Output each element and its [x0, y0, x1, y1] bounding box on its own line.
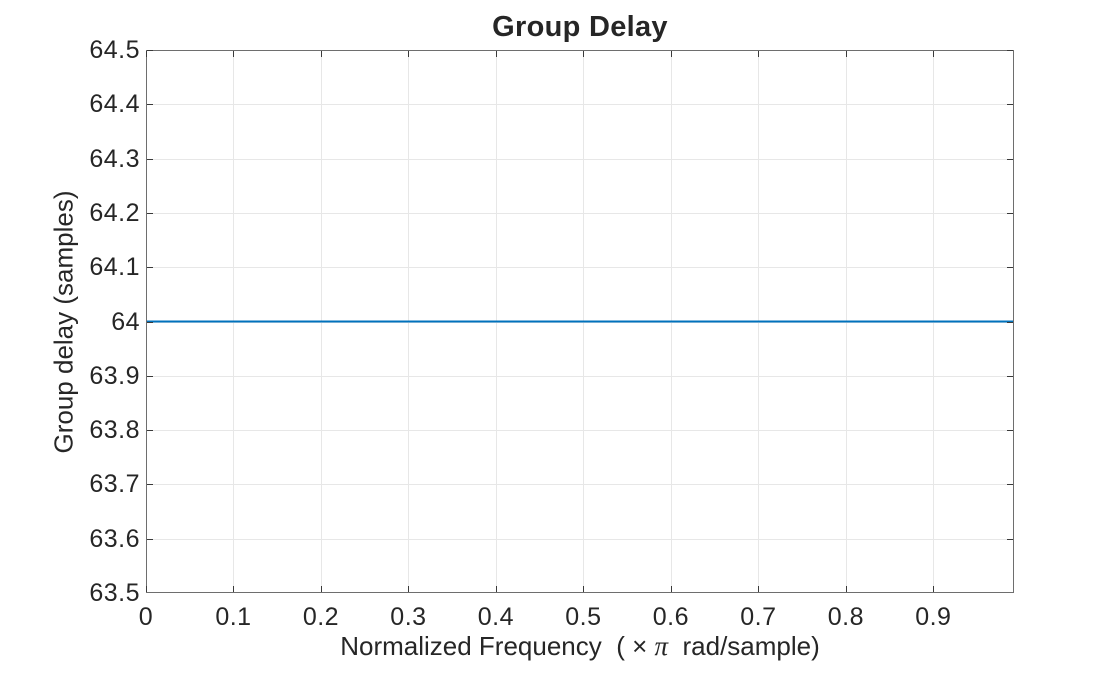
x-tick-label: 0 [138, 603, 154, 631]
y-tick-label: 64.1 [89, 253, 140, 282]
y-tick-label: 63.7 [89, 470, 140, 499]
x-tick-label: 0.1 [215, 603, 252, 631]
x-tick-label: 0.4 [477, 603, 515, 631]
x-axis-label-prefix: Normalized Frequency ( × [340, 631, 655, 661]
x-axis-label: Normalized Frequency ( × π rad/sample) [146, 631, 1014, 662]
x-tick-label: 0.6 [652, 603, 690, 631]
y-tick-label: 64.5 [89, 36, 140, 64]
y-tick-label: 64 [111, 307, 140, 336]
y-tick-label: 64.4 [89, 90, 140, 119]
y-tick-label: 63.9 [89, 361, 140, 390]
plot-area [146, 50, 1014, 593]
y-tick-label: 63.6 [89, 524, 140, 553]
x-axis-label-suffix: rad/sample) [668, 631, 820, 661]
x-tick-label: 0.5 [565, 603, 602, 631]
x-tick-label: 0.9 [915, 603, 952, 631]
x-tick-label: 0.7 [740, 603, 777, 631]
x-tick-label: 0.2 [302, 603, 340, 631]
y-tick-label: 63.8 [89, 416, 140, 445]
x-tick-label: 0.3 [390, 603, 427, 631]
y-tick-label: 64.2 [89, 198, 140, 227]
pi-symbol: π [654, 631, 669, 661]
y-tick-label: 64.3 [89, 144, 140, 173]
x-tick-label: 0.8 [827, 603, 864, 631]
y-tick-label: 63.5 [89, 579, 140, 607]
chart-title: Group Delay [492, 11, 668, 43]
axes-box [146, 50, 1014, 593]
